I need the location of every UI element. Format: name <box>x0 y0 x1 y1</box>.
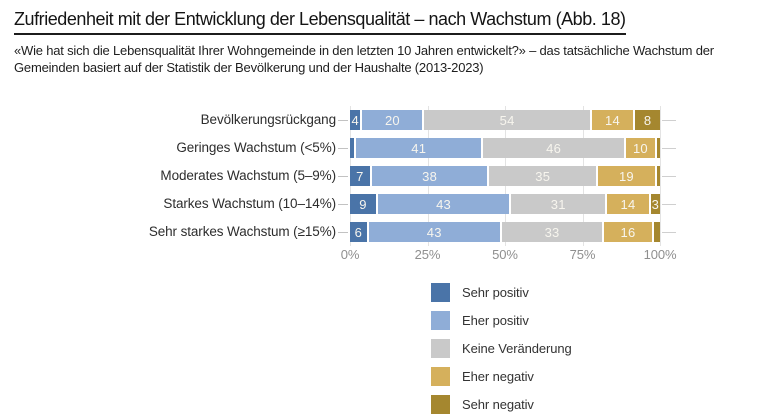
category-label: Sehr starkes Wachstum (≥15%) <box>148 224 336 239</box>
gridline <box>660 106 661 246</box>
bar-segment-sehr-positiv <box>350 138 357 158</box>
segment-value: 9 <box>359 196 367 212</box>
legend-item-sehr-negativ: Sehr negativ <box>431 395 534 414</box>
bar-segment-eher-positiv: 38 <box>371 166 490 186</box>
legend-swatch <box>431 339 450 358</box>
segment-value: 14 <box>620 196 636 212</box>
x-axis-tick-label: 50% <box>492 247 518 262</box>
row-tick-left <box>338 120 348 121</box>
segment-value: 43 <box>426 224 442 240</box>
row-tick-right <box>662 148 676 149</box>
legend-label: Sehr positiv <box>462 285 529 300</box>
bar-segment-sehr-negativ <box>656 138 660 158</box>
row-tick-right <box>662 176 676 177</box>
bar-segment-sehr-negativ: 8 <box>635 110 660 130</box>
segment-value: 7 <box>356 168 364 184</box>
segment-value: 8 <box>643 112 652 128</box>
bar-segment-eher-negativ: 14 <box>607 194 651 214</box>
row-tick-left <box>338 148 348 149</box>
bar-row: Moderates Wachstum (5–9%) 7 38 35 19 <box>0 166 768 186</box>
x-axis-tick-label: 75% <box>569 247 596 262</box>
segment-value: 4 <box>351 112 359 128</box>
legend-label: Eher negativ <box>462 369 534 384</box>
bar-segment-keine-ver-nderung: 35 <box>489 166 598 186</box>
segment-value: 14 <box>605 112 620 128</box>
bar-row: Bevölkerungsrückgang 4 20 54 14 8 <box>0 110 768 130</box>
segment-value: 6 <box>354 224 363 240</box>
bar-segment-eher-negativ: 19 <box>597 166 657 186</box>
bar-track: 4 20 54 14 8 <box>350 110 660 130</box>
legend-label: Keine Veränderung <box>462 341 572 356</box>
bar-segment-keine-ver-nderung: 46 <box>483 138 626 158</box>
bar-segment-eher-positiv: 20 <box>362 110 425 130</box>
bar-segment-eher-negativ: 14 <box>591 110 636 130</box>
legend-label: Eher positiv <box>462 313 529 328</box>
row-tick-right <box>662 120 676 121</box>
segment-value: 35 <box>535 168 551 184</box>
bar-segment-sehr-positiv: 4 <box>350 110 363 130</box>
category-label: Moderates Wachstum (5–9%) <box>160 168 336 183</box>
segment-value: 10 <box>632 140 648 156</box>
segment-value: 19 <box>618 168 634 184</box>
bar-segment-keine-ver-nderung: 31 <box>511 194 608 214</box>
x-axis-tick-label: 0% <box>340 247 360 262</box>
bar-track: 41 46 10 <box>350 138 660 158</box>
legend-item-sehr-positiv: Sehr positiv <box>431 283 529 302</box>
bar-segment-keine-ver-nderung: 33 <box>501 222 605 242</box>
chart-subtitle: «Wie hat sich die Lebensqualität Ihrer W… <box>14 43 714 75</box>
legend-item-keine-ver-nderung: Keine Veränderung <box>431 339 572 358</box>
bar-segment-sehr-negativ <box>653 222 660 242</box>
row-tick-left <box>338 176 348 177</box>
bar-segment-eher-positiv: 43 <box>377 194 512 214</box>
legend-swatch <box>431 367 450 386</box>
bar-segment-eher-negativ: 10 <box>625 138 657 158</box>
bar-segment-eher-positiv: 41 <box>356 138 484 158</box>
bar-segment-sehr-positiv: 7 <box>350 166 372 186</box>
legend-item-eher-negativ: Eher negativ <box>431 367 534 386</box>
x-axis-tick-label: 100% <box>643 247 677 262</box>
x-axis-tick-label: 25% <box>414 247 441 262</box>
bar-row: Geringes Wachstum (<5%) 41 46 10 <box>0 138 768 158</box>
row-tick-left <box>338 204 348 205</box>
segment-value: 16 <box>620 224 636 240</box>
title-row: Zufriedenheit mit der Entwicklung der Le… <box>14 8 626 35</box>
segment-value: 3 <box>651 196 660 212</box>
bar-segment-sehr-positiv: 6 <box>350 222 369 242</box>
legend-label: Sehr negativ <box>462 397 534 412</box>
legend-item-eher-positiv: Eher positiv <box>431 311 529 330</box>
segment-value: 46 <box>546 140 562 156</box>
segment-value: 54 <box>499 112 515 128</box>
bar-row: Starkes Wachstum (10–14%) 9 43 31 14 3 <box>0 194 768 214</box>
bar-track: 9 43 31 14 3 <box>350 194 660 214</box>
bar-segment-keine-ver-nderung: 54 <box>424 110 592 130</box>
legend-swatch <box>431 311 450 330</box>
bar-segment-eher-positiv: 43 <box>368 222 502 242</box>
segment-value: 31 <box>550 196 566 212</box>
bar-row: Sehr starkes Wachstum (≥15%) 6 43 33 16 <box>0 222 768 242</box>
row-tick-right <box>662 204 676 205</box>
segment-value: 38 <box>422 168 438 184</box>
category-label: Starkes Wachstum (10–14%) <box>163 196 336 211</box>
category-label: Bevölkerungsrückgang <box>200 112 336 127</box>
bar-track: 7 38 35 19 <box>350 166 660 186</box>
bar-track: 6 43 33 16 <box>350 222 660 242</box>
legend-swatch <box>431 283 450 302</box>
row-tick-left <box>338 232 348 233</box>
row-tick-right <box>662 232 676 233</box>
legend-swatch <box>431 395 450 414</box>
segment-value: 20 <box>384 112 400 128</box>
bar-segment-sehr-negativ <box>656 166 660 186</box>
bar-segment-eher-negativ: 16 <box>604 222 654 242</box>
chart-title: Zufriedenheit mit der Entwicklung der Le… <box>14 8 626 35</box>
segment-value: 43 <box>436 196 451 212</box>
bar-segment-sehr-negativ: 3 <box>650 194 660 214</box>
segment-value: 41 <box>411 140 427 156</box>
bar-segment-sehr-positiv: 9 <box>350 194 378 214</box>
segment-value: 33 <box>544 224 560 240</box>
category-label: Geringes Wachstum (<5%) <box>176 140 336 155</box>
